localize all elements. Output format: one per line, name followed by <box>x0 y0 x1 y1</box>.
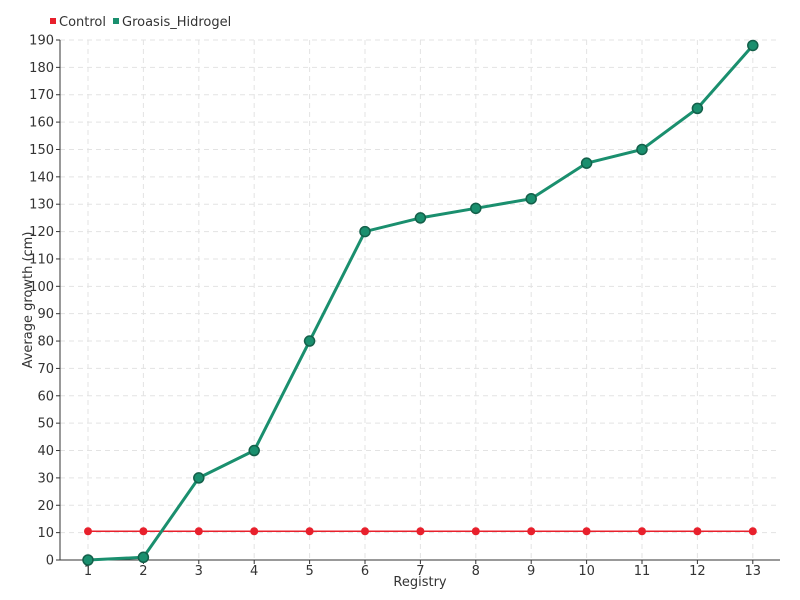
data-point[interactable] <box>303 335 316 347</box>
y-tick-label: 70 <box>37 362 54 377</box>
data-point[interactable] <box>137 551 150 564</box>
x-tick-label: 7 <box>416 564 424 579</box>
data-point[interactable] <box>582 527 591 536</box>
x-axis-title: Registry <box>393 575 447 590</box>
legend-swatch <box>113 18 119 24</box>
data-point[interactable] <box>580 157 593 169</box>
y-axis-title: Average growth (cm) <box>21 232 36 369</box>
x-tick-label: 8 <box>472 564 480 579</box>
x-tick-label: 4 <box>250 564 258 579</box>
y-tick-label: 10 <box>37 526 54 541</box>
y-tick-label: 60 <box>37 389 54 404</box>
y-tick-label: 100 <box>29 280 54 295</box>
y-tick-label: 40 <box>37 444 54 459</box>
y-tick-label: 20 <box>37 499 54 514</box>
x-tick-label: 2 <box>139 564 147 579</box>
data-point[interactable] <box>636 143 648 156</box>
data-point[interactable] <box>414 212 427 224</box>
data-point[interactable] <box>748 527 757 536</box>
data-point[interactable] <box>305 527 314 536</box>
y-tick-label: 190 <box>29 34 54 49</box>
data-point[interactable] <box>525 192 537 205</box>
y-tick-label: 170 <box>29 88 54 103</box>
y-tick-label: 140 <box>29 170 54 185</box>
series-control <box>84 527 757 536</box>
x-tick-label: 10 <box>578 564 595 579</box>
y-tick-label: 30 <box>37 471 54 486</box>
legend: Control Groasis_Hidrogel <box>50 15 231 30</box>
y-tick-label: 120 <box>29 225 54 240</box>
data-point[interactable] <box>139 527 148 536</box>
data-point[interactable] <box>416 527 425 536</box>
data-point[interactable] <box>250 527 259 536</box>
y-tick-label: 80 <box>37 335 54 350</box>
data-point[interactable] <box>693 527 702 536</box>
grid <box>60 39 780 560</box>
y-tick-label: 90 <box>37 307 54 322</box>
data-point[interactable] <box>747 39 759 52</box>
x-tick-label: 3 <box>195 564 203 579</box>
data-point[interactable] <box>691 102 704 115</box>
x-tick-label: 1 <box>84 564 92 579</box>
x-tick-label: 13 <box>745 564 762 579</box>
legend-swatch <box>50 18 56 24</box>
x-tick-label: 5 <box>305 564 313 579</box>
x-tick-label: 12 <box>689 564 706 579</box>
legend-label: Control <box>59 15 106 30</box>
series <box>82 39 759 566</box>
x-axis-ticks: 1 2 3 4 5 6 7 8 9 10 11 12 13 <box>84 560 761 579</box>
y-tick-label: 150 <box>29 143 54 158</box>
data-point[interactable] <box>359 225 371 238</box>
data-point[interactable] <box>84 527 92 536</box>
data-point[interactable] <box>527 527 536 536</box>
data-point[interactable] <box>471 527 480 536</box>
data-point[interactable] <box>638 527 646 536</box>
y-tick-label: 180 <box>29 61 54 76</box>
x-tick-label: 6 <box>361 564 369 579</box>
data-point[interactable] <box>193 472 205 484</box>
legend-label: Groasis_Hidrogel <box>122 15 231 30</box>
data-point[interactable] <box>248 444 260 457</box>
y-tick-label: 110 <box>29 252 54 267</box>
y-axis-ticks: 0 10 20 30 40 50 60 70 80 90 100 110 120 130 140 150 160… <box>29 34 60 569</box>
y-tick-label: 160 <box>29 116 54 131</box>
data-point[interactable] <box>194 527 203 536</box>
x-tick-label: 11 <box>634 564 651 579</box>
series-groasis-hidrogel <box>82 39 759 566</box>
data-point[interactable] <box>82 554 94 566</box>
data-point[interactable] <box>470 202 482 215</box>
y-tick-label: 130 <box>29 198 54 213</box>
data-point[interactable] <box>361 527 369 536</box>
y-tick-label: 50 <box>37 417 54 432</box>
x-tick-label: 9 <box>527 564 535 579</box>
y-tick-label: 0 <box>46 554 54 569</box>
